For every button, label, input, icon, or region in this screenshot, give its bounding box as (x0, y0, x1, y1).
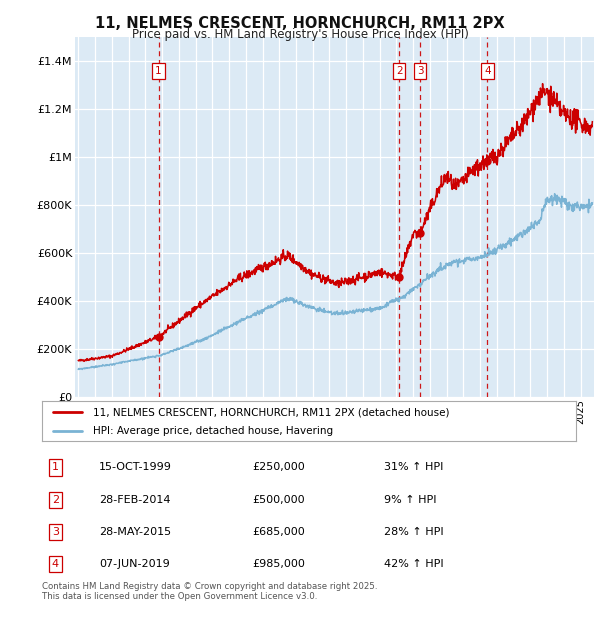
Text: 28% ↑ HPI: 28% ↑ HPI (384, 527, 443, 537)
Text: 07-JUN-2019: 07-JUN-2019 (99, 559, 170, 569)
Text: 1: 1 (52, 463, 59, 472)
Text: £500,000: £500,000 (252, 495, 305, 505)
Text: 2: 2 (396, 66, 403, 76)
Text: 11, NELMES CRESCENT, HORNCHURCH, RM11 2PX: 11, NELMES CRESCENT, HORNCHURCH, RM11 2P… (95, 16, 505, 30)
Text: 2: 2 (52, 495, 59, 505)
Text: 1: 1 (155, 66, 162, 76)
Text: 11, NELMES CRESCENT, HORNCHURCH, RM11 2PX (detached house): 11, NELMES CRESCENT, HORNCHURCH, RM11 2P… (93, 407, 449, 417)
Text: £250,000: £250,000 (252, 463, 305, 472)
Text: 3: 3 (52, 527, 59, 537)
Text: Price paid vs. HM Land Registry's House Price Index (HPI): Price paid vs. HM Land Registry's House … (131, 28, 469, 41)
Text: 15-OCT-1999: 15-OCT-1999 (99, 463, 172, 472)
Text: 31% ↑ HPI: 31% ↑ HPI (384, 463, 443, 472)
Text: Contains HM Land Registry data © Crown copyright and database right 2025.
This d: Contains HM Land Registry data © Crown c… (42, 582, 377, 601)
Text: 28-MAY-2015: 28-MAY-2015 (99, 527, 171, 537)
Text: HPI: Average price, detached house, Havering: HPI: Average price, detached house, Have… (93, 425, 333, 436)
Text: £985,000: £985,000 (252, 559, 305, 569)
Text: 9% ↑ HPI: 9% ↑ HPI (384, 495, 437, 505)
Text: 3: 3 (417, 66, 424, 76)
Text: £685,000: £685,000 (252, 527, 305, 537)
Text: 4: 4 (484, 66, 491, 76)
Text: 4: 4 (52, 559, 59, 569)
Text: 28-FEB-2014: 28-FEB-2014 (99, 495, 170, 505)
Text: 42% ↑ HPI: 42% ↑ HPI (384, 559, 443, 569)
